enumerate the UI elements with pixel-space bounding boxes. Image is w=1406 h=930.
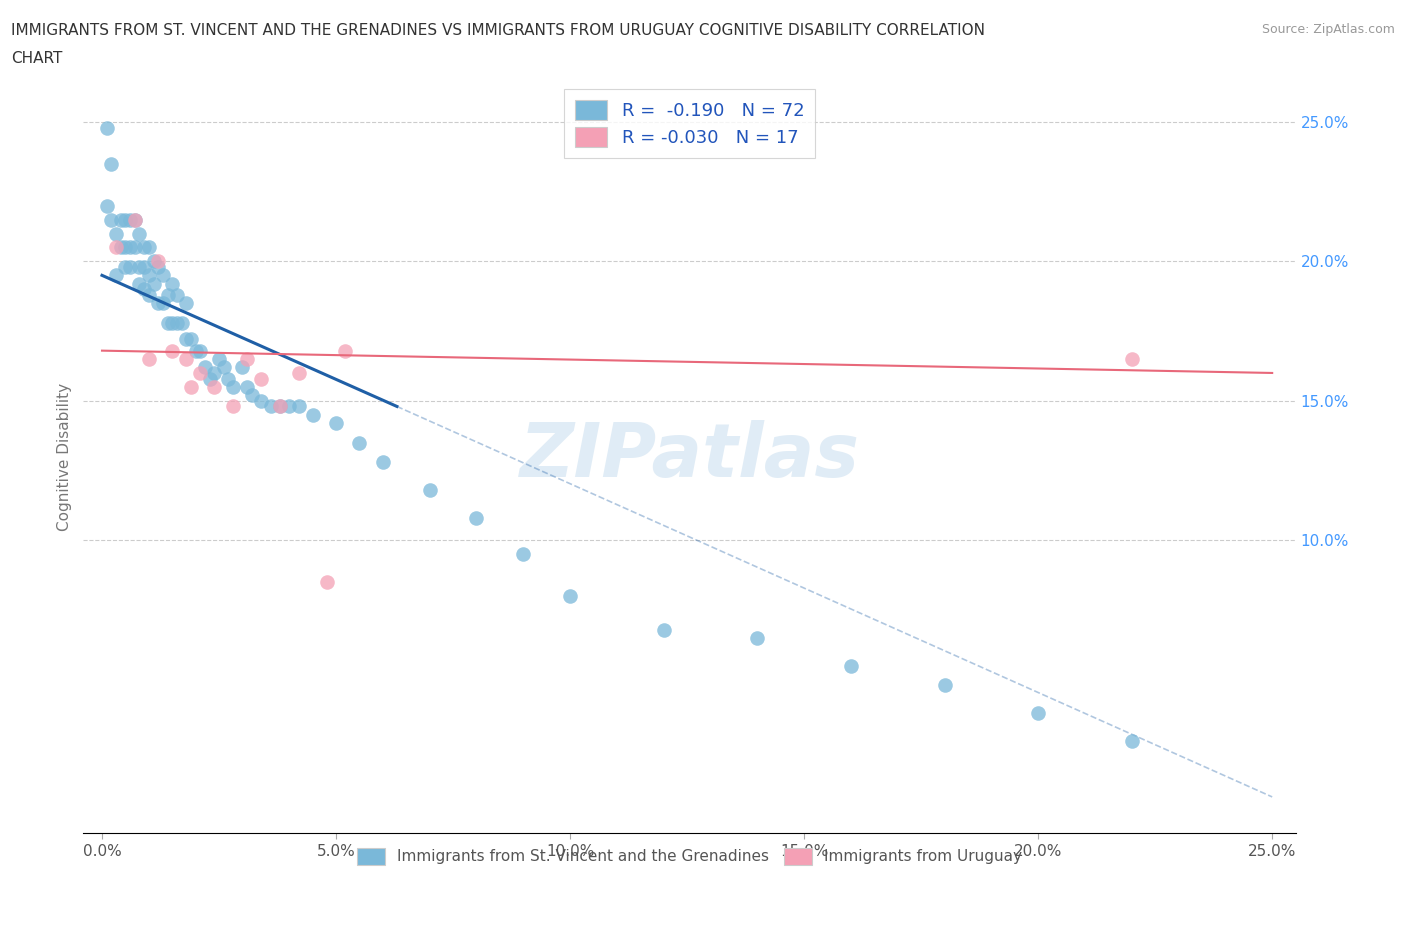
Point: [278, 399, 301, 414]
Point: [142, 276, 165, 291]
Point: [250, 371, 273, 386]
Point: [184, 343, 207, 358]
Point: [138, 268, 160, 283]
Point: [152, 296, 174, 311]
Point: [371, 455, 394, 470]
Point: [156, 315, 179, 330]
Point: [138, 240, 160, 255]
Point: [110, 240, 132, 255]
Point: [301, 407, 323, 422]
Point: [100, 212, 122, 227]
Point: [105, 268, 128, 283]
Point: [152, 268, 174, 283]
Point: [335, 343, 357, 358]
Point: [114, 259, 136, 274]
Point: [512, 547, 534, 562]
Point: [287, 365, 309, 380]
Point: [160, 315, 183, 330]
Point: [110, 212, 132, 227]
Point: [236, 352, 259, 366]
Point: [188, 343, 211, 358]
Point: [747, 631, 769, 645]
Point: [259, 399, 281, 414]
Point: [128, 276, 150, 291]
Point: [166, 315, 188, 330]
Point: [105, 240, 128, 255]
Point: [180, 332, 202, 347]
Legend: Immigrants from St. Vincent and the Grenadines, Immigrants from Uruguay: Immigrants from St. Vincent and the Gren…: [352, 842, 1028, 870]
Point: [120, 212, 142, 227]
Point: [198, 371, 221, 386]
Point: [120, 259, 142, 274]
Point: [188, 365, 211, 380]
Point: [174, 332, 197, 347]
Point: [114, 240, 136, 255]
Point: [124, 240, 146, 255]
Point: [128, 226, 150, 241]
Text: Source: ZipAtlas.com: Source: ZipAtlas.com: [1261, 23, 1395, 36]
Point: [236, 379, 259, 394]
Point: [250, 393, 273, 408]
Point: [180, 379, 202, 394]
Y-axis label: Cognitive Disability: Cognitive Disability: [58, 382, 72, 531]
Point: [1121, 352, 1143, 366]
Point: [174, 296, 197, 311]
Point: [96, 120, 118, 135]
Point: [96, 198, 118, 213]
Point: [148, 259, 170, 274]
Point: [287, 399, 309, 414]
Point: [222, 399, 245, 414]
Point: [170, 315, 193, 330]
Point: [652, 622, 675, 637]
Point: [100, 156, 122, 171]
Point: [166, 287, 188, 302]
Point: [217, 371, 239, 386]
Point: [558, 589, 581, 604]
Text: ZIPatlas: ZIPatlas: [519, 420, 859, 493]
Point: [222, 379, 245, 394]
Point: [134, 259, 156, 274]
Point: [134, 240, 156, 255]
Point: [315, 575, 337, 590]
Point: [349, 435, 371, 450]
Point: [124, 212, 146, 227]
Point: [148, 254, 170, 269]
Point: [934, 678, 956, 693]
Point: [160, 343, 183, 358]
Point: [138, 287, 160, 302]
Point: [212, 360, 235, 375]
Point: [142, 254, 165, 269]
Point: [1121, 734, 1143, 749]
Point: [160, 276, 183, 291]
Point: [134, 282, 156, 297]
Point: [124, 212, 146, 227]
Point: [325, 416, 347, 431]
Point: [208, 352, 231, 366]
Point: [465, 511, 488, 525]
Point: [128, 259, 150, 274]
Point: [269, 399, 291, 414]
Point: [240, 388, 263, 403]
Point: [839, 658, 862, 673]
Point: [419, 483, 441, 498]
Point: [269, 399, 291, 414]
Point: [174, 352, 197, 366]
Point: [114, 212, 136, 227]
Point: [138, 352, 160, 366]
Point: [120, 240, 142, 255]
Point: [105, 226, 128, 241]
Point: [202, 365, 225, 380]
Point: [202, 379, 225, 394]
Point: [156, 287, 179, 302]
Text: IMMIGRANTS FROM ST. VINCENT AND THE GRENADINES VS IMMIGRANTS FROM URUGUAY COGNIT: IMMIGRANTS FROM ST. VINCENT AND THE GREN…: [11, 23, 986, 38]
Point: [1026, 706, 1049, 721]
Point: [148, 296, 170, 311]
Point: [231, 360, 253, 375]
Point: [194, 360, 217, 375]
Text: CHART: CHART: [11, 51, 63, 66]
